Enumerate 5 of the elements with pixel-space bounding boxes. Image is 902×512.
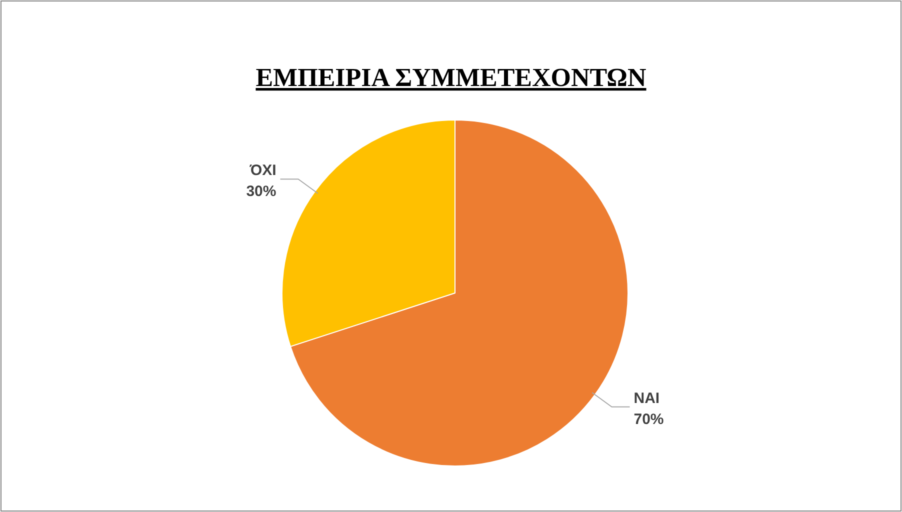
chart-title: ΕΜΠΕΙΡΙΑ ΣΥΜΜΕΤΕΧΟΝΤΩΝ — [256, 63, 646, 92]
data-label: 30% — [246, 183, 276, 200]
slice-label: ΝΑΙ — [634, 390, 660, 407]
slice-label: ΌΧΙ — [248, 162, 276, 180]
data-label: 70% — [634, 410, 664, 428]
